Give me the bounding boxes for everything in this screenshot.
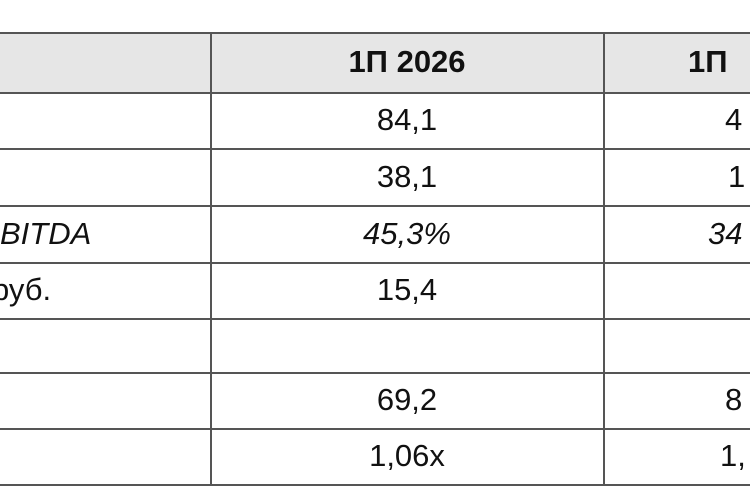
cell-value: 45,3% bbox=[363, 215, 451, 251]
cell-value: 1 bbox=[728, 158, 746, 194]
row-line bbox=[0, 372, 750, 374]
row-line bbox=[0, 205, 750, 207]
row-line bbox=[0, 428, 750, 430]
cell-value: 69,2 bbox=[376, 382, 438, 417]
cell-value: 1, bbox=[720, 438, 746, 473]
cell-value: 4 bbox=[725, 102, 743, 137]
cell-value: 84,1 bbox=[376, 102, 438, 137]
cell-value: 38,1 bbox=[376, 158, 438, 194]
column-header: 1П 2026 bbox=[348, 44, 466, 79]
row-line bbox=[0, 262, 750, 264]
cell-value: 8 bbox=[725, 382, 743, 417]
column-header: 1П bbox=[688, 44, 728, 79]
column-line bbox=[210, 32, 212, 486]
row-line bbox=[0, 32, 750, 34]
row-label: руб. bbox=[0, 272, 52, 307]
row-line bbox=[0, 148, 750, 150]
cell-value: 1,06x bbox=[369, 438, 445, 473]
cell-value: 15,4 bbox=[376, 272, 438, 307]
column-line bbox=[603, 32, 605, 486]
row-line bbox=[0, 318, 750, 320]
cell-value: 34 bbox=[708, 215, 743, 251]
row-line bbox=[0, 92, 750, 94]
row-label: BITDA bbox=[0, 215, 92, 251]
row-line bbox=[0, 484, 750, 486]
header-background bbox=[0, 32, 750, 92]
